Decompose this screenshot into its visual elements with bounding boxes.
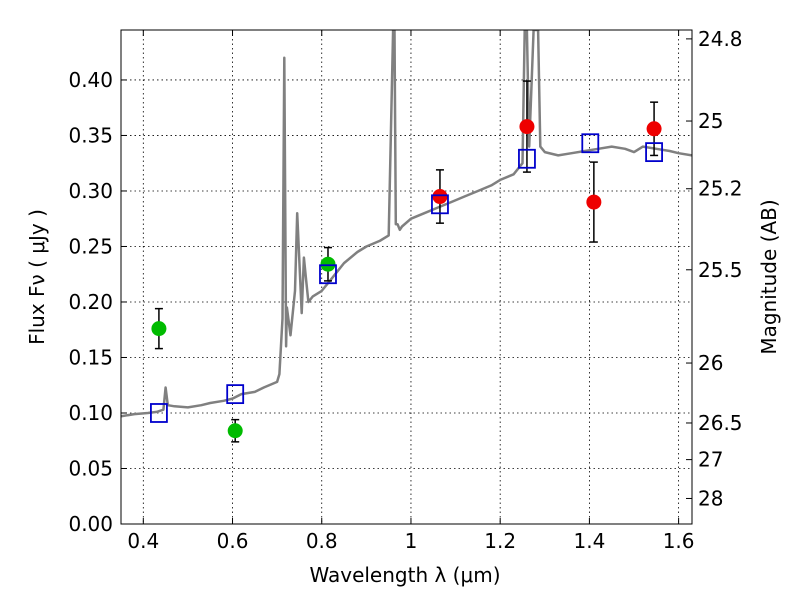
circle-marker bbox=[586, 194, 602, 210]
x-tick-label: 1.6 bbox=[663, 529, 695, 553]
right-tick-label: 25 bbox=[698, 109, 723, 133]
square-marker bbox=[150, 403, 168, 423]
right-tick-label: 28 bbox=[698, 486, 723, 510]
right-tick-label: 25.2 bbox=[698, 177, 743, 201]
x-tick-label: 1 bbox=[405, 529, 418, 553]
y-axis-label: Flux Fν ( μJy ) bbox=[25, 209, 49, 345]
y-tick-label: 0.20 bbox=[68, 290, 113, 314]
y-tick-label: 0.40 bbox=[68, 68, 113, 92]
circle-marker bbox=[227, 423, 243, 439]
y-tick-label: 0.00 bbox=[68, 512, 113, 536]
y-tick-label: 0.25 bbox=[68, 234, 113, 258]
circle-marker bbox=[151, 321, 167, 337]
x-tick-label: 0.8 bbox=[306, 529, 338, 553]
x-tick-label: 1.4 bbox=[573, 529, 605, 553]
right-tick-label: 26 bbox=[698, 351, 723, 375]
right-tick-label: 25.5 bbox=[698, 258, 743, 282]
y-tick-label: 0.05 bbox=[68, 456, 113, 480]
y-tick-label: 0.10 bbox=[68, 401, 113, 425]
circle-marker bbox=[320, 256, 336, 272]
square-marker bbox=[226, 384, 245, 405]
right-tick-label: 27 bbox=[698, 448, 723, 472]
x-tick-label: 0.4 bbox=[127, 529, 159, 553]
circle-marker bbox=[432, 189, 448, 205]
circle-marker bbox=[646, 121, 662, 137]
right-axis-ticks: 24.8 25 25.2 25.5 26 26.5 27 28 bbox=[686, 27, 743, 510]
right-tick-label: 26.5 bbox=[698, 411, 743, 435]
plot-frame bbox=[120, 29, 693, 525]
x-tick-label: 0.6 bbox=[217, 529, 249, 553]
square-marker bbox=[518, 148, 536, 169]
square-marker bbox=[431, 194, 449, 215]
grid bbox=[121, 30, 692, 525]
y-axis-ticks: 0.00 0.05 0.10 0.15 0.20 0.25 0.30 0.35 0.40 bbox=[68, 68, 127, 536]
spectrum-line bbox=[121, 30, 692, 418]
y-tick-label: 0.30 bbox=[68, 179, 113, 203]
x-tick-label: 1.2 bbox=[484, 529, 516, 553]
right-axis-label: Magnitude (AB) bbox=[757, 199, 781, 354]
x-axis-label: Wavelength λ (μm) bbox=[309, 563, 500, 587]
circle-marker bbox=[519, 119, 535, 135]
y-tick-label: 0.15 bbox=[68, 345, 113, 369]
square-marker bbox=[581, 133, 600, 154]
square-marker bbox=[645, 142, 663, 163]
x-axis-ticks: 0.4 0.6 0.8 1 1.2 1.4 1.6 bbox=[127, 30, 695, 553]
right-tick-label: 24.8 bbox=[698, 27, 743, 51]
square-marker bbox=[319, 264, 337, 285]
y-tick-label: 0.35 bbox=[68, 123, 113, 147]
plot-content bbox=[121, 30, 692, 443]
